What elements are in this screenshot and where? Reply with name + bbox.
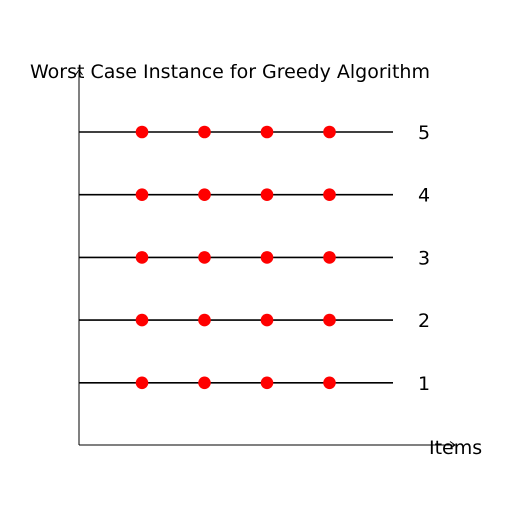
item-dot — [260, 376, 274, 390]
level-row: 4 — [79, 185, 430, 207]
item-dot — [260, 251, 274, 264]
item-dot — [198, 313, 211, 327]
level-row: 2 — [79, 310, 430, 332]
item-dot — [135, 188, 149, 201]
item-dot — [323, 376, 336, 390]
item-dot — [323, 188, 336, 201]
level-row: 1 — [79, 373, 430, 395]
levels-group: 5 4 3 2 1 — [79, 122, 430, 395]
item-dot — [135, 251, 149, 264]
x-axis-arrowhead — [449, 441, 456, 449]
level-label: 1 — [418, 373, 430, 395]
item-dot — [135, 313, 149, 327]
level-label: 5 — [418, 122, 430, 144]
item-dot — [323, 251, 336, 264]
item-dot — [323, 313, 336, 327]
item-dot — [135, 125, 149, 139]
level-label: 4 — [418, 185, 430, 207]
item-dot — [135, 376, 149, 390]
item-dot — [260, 188, 274, 201]
item-dot — [198, 188, 211, 201]
item-dot — [260, 125, 274, 139]
level-label: 3 — [418, 247, 430, 269]
item-dot — [260, 313, 274, 327]
item-dot — [323, 125, 336, 139]
item-dot — [198, 125, 211, 139]
item-dot — [198, 251, 211, 264]
diagram-title: Worst Case Instance for Greedy Algorithm — [30, 61, 430, 83]
level-row: 3 — [79, 247, 430, 269]
level-label: 2 — [418, 310, 430, 332]
x-axis-label: Items — [429, 437, 482, 459]
y-axis-arrowhead — [75, 69, 83, 76]
level-row: 5 — [79, 122, 430, 144]
item-dot — [198, 376, 211, 390]
